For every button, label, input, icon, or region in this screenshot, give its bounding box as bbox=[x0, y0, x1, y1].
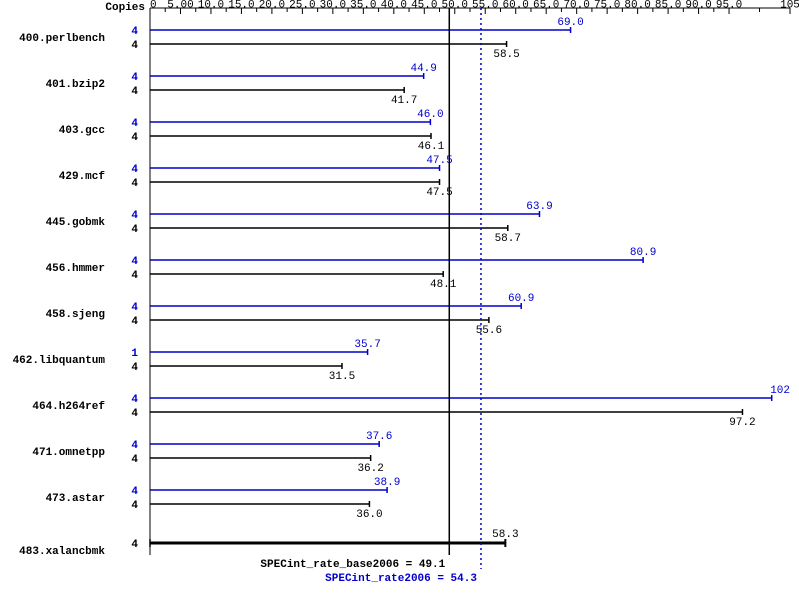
benchmark-label: 456.hmmer bbox=[46, 263, 105, 275]
copies-peak: 4 bbox=[131, 164, 138, 176]
peak-value: 46.0 bbox=[417, 109, 443, 121]
base-value: 36.2 bbox=[357, 463, 383, 475]
peak-value: 37.6 bbox=[366, 431, 392, 443]
x-tick-label: 95.0 bbox=[716, 0, 742, 12]
x-tick-label: 70.0 bbox=[563, 0, 589, 12]
x-tick-label: 65.0 bbox=[533, 0, 559, 12]
copies-base: 4 bbox=[131, 362, 138, 374]
peak-value: 69.0 bbox=[557, 17, 583, 29]
copies-peak: 4 bbox=[131, 440, 138, 452]
x-tick-label: 60.0 bbox=[503, 0, 529, 12]
peak-value: 35.7 bbox=[354, 339, 380, 351]
copies-base: 4 bbox=[131, 454, 138, 466]
benchmark-label: 483.xalancbmk bbox=[19, 546, 105, 558]
x-tick-label: 45.0 bbox=[411, 0, 437, 12]
base-value: 31.5 bbox=[329, 371, 355, 383]
benchmark-label: 473.astar bbox=[46, 493, 105, 505]
spec-chart: 0 5.00 10.0 15.0 20.0 25.0 30.0 35.0 40.0 45.0 50.… bbox=[0, 0, 799, 606]
x-tick-label: 0 bbox=[150, 0, 157, 12]
x-tick-label: 105 bbox=[780, 0, 799, 12]
base-value: 97.2 bbox=[729, 417, 755, 429]
copies-peak: 4 bbox=[131, 26, 138, 38]
peak-value: 44.9 bbox=[410, 63, 436, 75]
copies-base: 4 bbox=[131, 316, 138, 328]
benchmark-label: 400.perlbench bbox=[19, 33, 105, 45]
x-tick-label: 50.0 bbox=[442, 0, 468, 12]
peak-value: 63.9 bbox=[526, 201, 552, 213]
x-tick-label: 10.0 bbox=[198, 0, 224, 12]
copies-base: 4 bbox=[131, 86, 138, 98]
x-tick-label: 20.0 bbox=[259, 0, 285, 12]
footer-base-label: SPECint_rate_base2006 = 49.1 bbox=[260, 559, 445, 571]
copies-base: 4 bbox=[131, 408, 138, 420]
copies-base: 4 bbox=[131, 132, 138, 144]
x-tick-label: 5.00 bbox=[167, 0, 193, 12]
copies-peak: 4 bbox=[131, 394, 138, 406]
footer-peak-label: SPECint_rate2006 = 54.3 bbox=[325, 573, 477, 585]
x-tick-label: 85.0 bbox=[655, 0, 681, 12]
copies-base: 4 bbox=[131, 500, 138, 512]
x-tick-label: 55.0 bbox=[472, 0, 498, 12]
copies-base: 4 bbox=[131, 539, 138, 551]
copies-peak: 4 bbox=[131, 486, 138, 498]
copies-peak: 4 bbox=[131, 210, 138, 222]
base-value: 58.7 bbox=[495, 233, 521, 245]
copies-peak: 1 bbox=[131, 348, 138, 360]
copies-peak: 4 bbox=[131, 118, 138, 130]
copies-peak: 4 bbox=[131, 72, 138, 84]
copies-base: 4 bbox=[131, 40, 138, 52]
copies-base: 4 bbox=[131, 178, 138, 190]
x-tick-label: 30.0 bbox=[320, 0, 346, 12]
base-value: 36.0 bbox=[356, 509, 382, 521]
copies-peak: 4 bbox=[131, 256, 138, 268]
combined-value: 58.3 bbox=[492, 529, 518, 541]
x-tick-label: 80.0 bbox=[624, 0, 650, 12]
peak-value: 60.9 bbox=[508, 293, 534, 305]
peak-value: 80.9 bbox=[630, 247, 656, 259]
x-tick-label: 25.0 bbox=[289, 0, 315, 12]
base-value: 55.6 bbox=[476, 325, 502, 337]
copies-peak: 4 bbox=[131, 302, 138, 314]
benchmark-label: 403.gcc bbox=[59, 125, 105, 137]
copies-header: Copies bbox=[105, 2, 145, 14]
base-value: 48.1 bbox=[430, 279, 457, 291]
benchmark-label: 401.bzip2 bbox=[46, 79, 105, 91]
benchmark-label: 471.omnetpp bbox=[32, 447, 105, 459]
benchmark-label: 462.libquantum bbox=[13, 355, 106, 367]
benchmark-label: 429.mcf bbox=[59, 171, 106, 183]
base-value: 58.5 bbox=[493, 49, 519, 61]
x-tick-label: 15.0 bbox=[228, 0, 254, 12]
copies-base: 4 bbox=[131, 224, 138, 236]
benchmark-label: 458.sjeng bbox=[46, 309, 105, 321]
x-tick-label: 35.0 bbox=[350, 0, 376, 12]
base-value: 46.1 bbox=[418, 141, 445, 153]
copies-base: 4 bbox=[131, 270, 138, 282]
peak-value: 38.9 bbox=[374, 477, 400, 489]
peak-value: 102 bbox=[770, 385, 790, 397]
benchmark-label: 445.gobmk bbox=[46, 217, 106, 229]
x-tick-label: 75.0 bbox=[594, 0, 620, 12]
x-tick-label: 90.0 bbox=[685, 0, 711, 12]
x-tick-label: 40.0 bbox=[381, 0, 407, 12]
base-value: 41.7 bbox=[391, 95, 417, 107]
benchmark-label: 464.h264ref bbox=[32, 401, 105, 413]
